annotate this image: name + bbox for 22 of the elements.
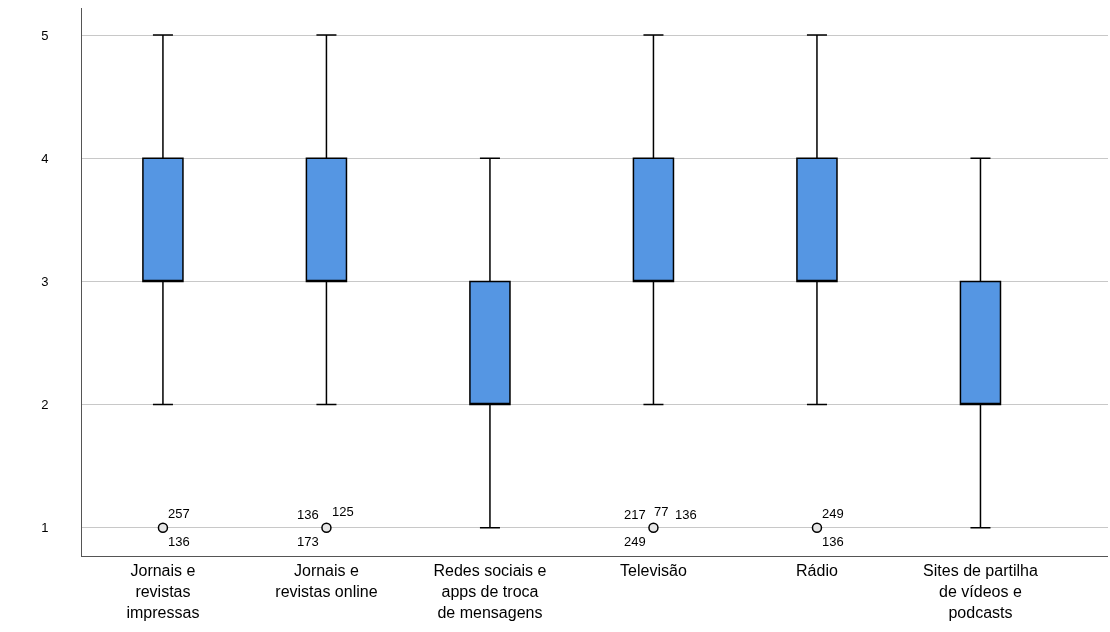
x-tick-label: Jornais e revistas impressas — [126, 562, 200, 621]
annotation: 136 — [297, 507, 319, 522]
annotation: 173 — [297, 534, 319, 549]
annotation: 136 — [675, 507, 697, 522]
annotation: 136 — [168, 534, 190, 549]
x-tick-label: Jornais e revistas online — [275, 562, 378, 600]
annotation: 77 — [654, 504, 669, 519]
x-tick-label: Televisão — [620, 562, 687, 580]
y-tick-label: 1 — [41, 520, 49, 536]
annotation: 249 — [624, 534, 646, 549]
annotation: 249 — [822, 506, 844, 521]
x-tick-label: Rádio — [796, 562, 838, 580]
annotation: 217 — [624, 507, 646, 522]
y-tick-label: 5 — [41, 27, 49, 43]
x-tick-label: Redes sociais e apps de troca de mensagens — [433, 562, 547, 621]
y-tick-label: 3 — [41, 273, 49, 289]
y-tick-label: 4 — [41, 150, 49, 166]
annotation: 257 — [168, 506, 190, 521]
annotation: 125 — [332, 504, 354, 519]
x-tick-label: Sites de partilha de vídeos e podcasts — [923, 562, 1038, 621]
annotation: 136 — [822, 534, 844, 549]
y-tick-label: 2 — [41, 397, 49, 413]
